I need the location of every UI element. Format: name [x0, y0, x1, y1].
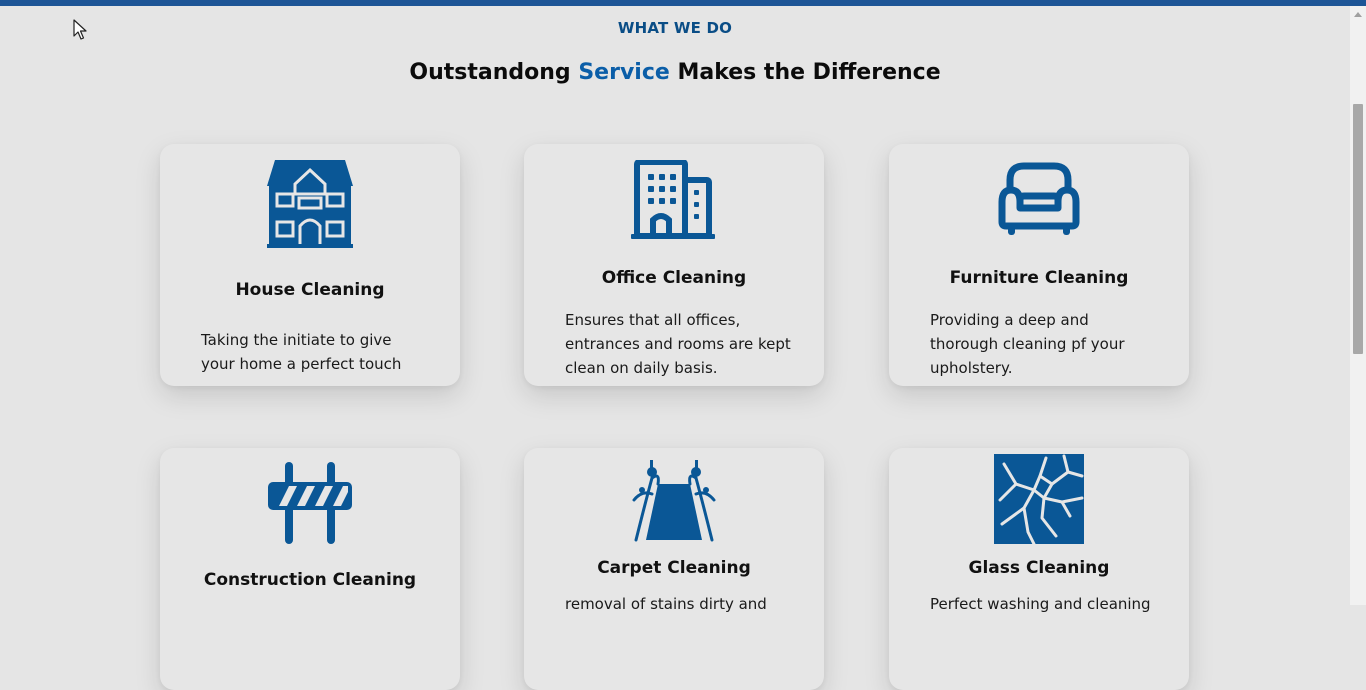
service-description: Ensures that all offices, entrances and … — [565, 311, 791, 377]
service-card-glass-cleaning[interactable]: Glass Cleaning Perfect washing and clean… — [889, 448, 1189, 690]
scrollbar-thumb[interactable] — [1353, 104, 1363, 354]
section-heading: Outstandong Service Makes the Difference — [0, 60, 1350, 85]
service-card-office-cleaning[interactable]: Office Cleaning Ensures that all offices… — [524, 144, 824, 386]
service-description: Providing a deep and thorough cleaning p… — [930, 311, 1125, 377]
road-barrier-icon — [160, 462, 460, 544]
scroll-up-arrow-icon[interactable] — [1354, 12, 1362, 17]
service-title: Office Cleaning — [601, 268, 747, 288]
service-description: Taking the initiate to give your home a … — [201, 331, 402, 373]
top-accent-bar — [0, 0, 1366, 6]
service-card-house-cleaning[interactable]: House Cleaning Taking the initiate to gi… — [160, 144, 460, 386]
service-title: Carpet Cleaning — [597, 558, 751, 578]
service-title: Construction Cleaning — [203, 570, 417, 590]
heading-text-start: Outstandong — [409, 60, 571, 85]
broken-glass-icon — [889, 454, 1189, 544]
house-icon — [160, 160, 460, 248]
service-card-carpet-cleaning[interactable]: Carpet Cleaning removal of stains dirty … — [524, 448, 824, 690]
office-building-icon — [524, 160, 824, 240]
service-title: Glass Cleaning — [968, 558, 1110, 578]
heading-text-end: Makes the Difference — [677, 60, 941, 85]
heading-accent: Service — [578, 60, 670, 85]
armchair-icon — [889, 162, 1189, 236]
service-description: Perfect washing and cleaning — [930, 595, 1151, 613]
service-card-furniture-cleaning[interactable]: Furniture Cleaning Providing a deep and … — [889, 144, 1189, 386]
service-card-construction-cleaning[interactable]: Construction Cleaning — [160, 448, 460, 690]
mouse-cursor-icon — [73, 19, 87, 40]
service-title: Furniture Cleaning — [949, 268, 1129, 288]
service-title: House Cleaning — [235, 280, 385, 300]
section-eyebrow: WHAT WE DO — [617, 19, 733, 37]
carpet-icon — [524, 460, 824, 542]
service-description: removal of stains dirty and — [565, 595, 767, 613]
vertical-scrollbar[interactable] — [1350, 6, 1366, 605]
